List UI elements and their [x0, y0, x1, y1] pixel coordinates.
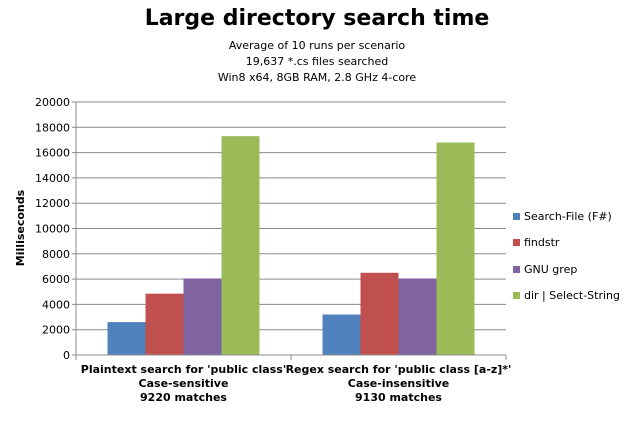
legend-label: GNU grep — [524, 262, 578, 276]
bar — [322, 314, 361, 355]
bar — [107, 322, 146, 355]
bar — [183, 278, 222, 355]
x-category-label-line: Plaintext search for 'public class' — [80, 363, 287, 376]
x-category-label: Regex search for 'public class [a-z]*' Ca… — [269, 363, 529, 405]
chart-subtitle-line-1: Average of 10 runs per scenario — [228, 39, 406, 52]
y-tick-label: 2000 — [42, 324, 70, 337]
y-tick-label: 12000 — [35, 197, 70, 210]
x-category-label-line: Regex search for 'public class [a-z]*' — [285, 363, 512, 376]
legend-label: Search-File (F#) — [524, 210, 612, 223]
y-tick-label: 14000 — [35, 172, 70, 185]
legend: Search-File (F#) findstr GNU grep dir | Sel… — [513, 210, 620, 315]
chart-subtitle-line-2: 19,637 *.cs files searched — [245, 55, 389, 68]
y-tick-label: 10000 — [35, 223, 70, 236]
x-category-label-line: Case-insensitive — [347, 377, 450, 390]
y-tick-label: 18000 — [35, 121, 70, 134]
legend-swatch — [513, 265, 520, 273]
legend-item: GNU grep — [513, 263, 620, 276]
x-category-label: Plaintext search for 'public class' Case-… — [54, 363, 314, 405]
legend-item: findstr — [513, 236, 620, 249]
bar — [145, 293, 184, 355]
bar — [360, 272, 399, 355]
y-tick-label: 0 — [63, 349, 70, 362]
y-tick-label: 20000 — [35, 96, 70, 109]
y-tick-label: 16000 — [35, 147, 70, 160]
x-category-label-line: 9220 matches — [140, 391, 227, 404]
x-category-label-line: Case-sensitive — [138, 377, 229, 390]
legend-swatch — [513, 239, 520, 247]
legend-item: Search-File (F#) — [513, 210, 620, 223]
bar — [221, 136, 260, 355]
chart-subtitle-line-3: Win8 x64, 8GB RAM, 2.8 GHz 4-core — [217, 71, 417, 84]
legend-swatch — [513, 213, 520, 220]
legend-label: findstr — [524, 236, 560, 250]
x-category-label-line: 9130 matches — [355, 391, 442, 404]
bar — [398, 278, 437, 355]
axes: 0 2000 4000 6000 8000 10000 12000 14000 16000 180… — [35, 96, 507, 362]
y-tick-label: 8000 — [42, 248, 70, 261]
y-axis-label: Milliseconds — [14, 189, 27, 266]
legend-swatch — [513, 291, 520, 299]
legend-item: dir | Select-String — [513, 289, 620, 302]
chart-title: Large directory search time — [144, 6, 490, 31]
legend-label: dir | Select-String — [524, 288, 620, 302]
y-tick-label: 4000 — [42, 298, 70, 311]
bar — [436, 142, 475, 355]
y-tick-label: 6000 — [42, 273, 70, 286]
bars — [107, 136, 475, 355]
